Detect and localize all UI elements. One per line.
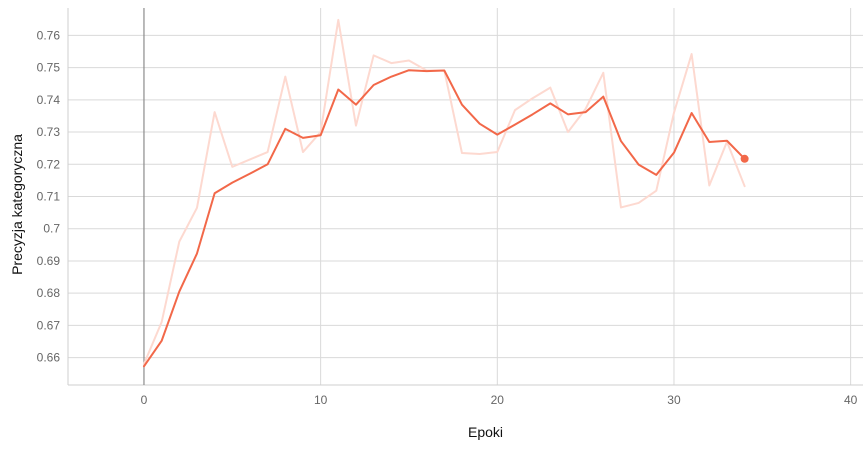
grid (68, 8, 863, 385)
series-end-marker (740, 154, 749, 163)
y-tick-label: 0.75 (37, 61, 61, 75)
x-axis-label: Epoki (468, 424, 503, 440)
series-line-smoothed (142, 69, 746, 368)
x-tick-label: 30 (667, 393, 681, 407)
y-tick-labels: 0.66 0.67 0.68 0.69 0.7 0.71 0.72 0.73 0.74 0.75 0… (37, 28, 61, 364)
y-tick-label: 0.71 (37, 190, 61, 204)
y-tick-label: 0.7 (43, 222, 60, 236)
y-tick-label: 0.72 (37, 157, 61, 171)
y-tick-label: 0.67 (37, 318, 61, 332)
x-tick-label: 20 (491, 393, 505, 407)
y-tick-label: 0.68 (37, 286, 61, 300)
y-tick-label: 0.74 (37, 93, 61, 107)
y-tick-label: 0.66 (37, 351, 61, 365)
x-tick-label: 40 (844, 393, 858, 407)
y-tick-label: 0.73 (37, 125, 61, 139)
y-axis-label: Precyzja kategoryczna (9, 134, 25, 275)
x-tick-label: 0 (141, 393, 148, 407)
y-tick-label: 0.76 (37, 28, 61, 42)
x-tick-labels: 0 10 20 30 40 (141, 393, 858, 407)
x-tick-label: 10 (314, 393, 328, 407)
y-tick-label: 0.69 (37, 254, 61, 268)
series (142, 18, 749, 368)
